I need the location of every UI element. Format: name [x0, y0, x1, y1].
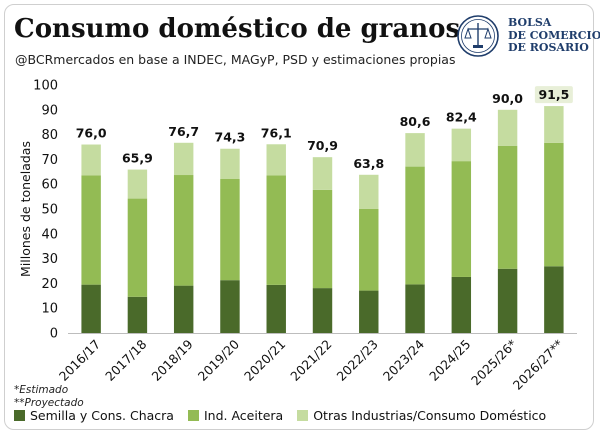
bar-total-label: 65,9	[122, 151, 153, 166]
bcr-logo-text: BOLSA DE COMERCIO DE ROSARIO	[508, 16, 600, 55]
x-tick-label: 2022/23	[334, 337, 381, 384]
bar-total-label: 91,5	[538, 87, 569, 102]
bar-segment	[544, 266, 564, 333]
legend-label-aceitera: Ind. Aceitera	[203, 408, 284, 423]
bar-segment	[359, 290, 379, 333]
legend-label-otras: Otras Industrias/Consumo Doméstico	[313, 408, 547, 423]
bar-segment	[312, 288, 333, 333]
bar-segment	[497, 145, 518, 269]
bar-segment	[266, 144, 286, 176]
bar-segment	[405, 166, 425, 285]
bar-segment	[266, 284, 286, 333]
bar-total-label: 74,3	[215, 130, 246, 145]
bar-segment	[497, 109, 518, 146]
x-tick-label: 2019/20	[195, 336, 242, 383]
bar-segment	[451, 276, 472, 333]
y-tick-label: 30	[41, 252, 58, 267]
bar-segment	[127, 296, 148, 333]
bar-segment	[173, 175, 194, 286]
footnote-projected: **Proyectado	[14, 397, 84, 409]
bar-segment	[81, 144, 101, 176]
bar-segment	[220, 178, 240, 281]
bar-segment	[359, 174, 379, 209]
bar-total-label: 76,0	[76, 126, 107, 141]
total-label-highlight	[534, 86, 573, 104]
logo-line-1: BOLSA	[508, 16, 552, 29]
x-tick-label: 2026/27**	[510, 337, 566, 393]
x-tick-label: 2021/22	[287, 337, 334, 384]
bar-segment	[405, 133, 425, 167]
bar-total-label: 70,9	[307, 138, 338, 153]
legend-swatch-semilla	[14, 410, 25, 421]
y-tick-label: 90	[41, 103, 58, 118]
bar-segment	[266, 175, 286, 285]
bar-segment	[544, 142, 564, 267]
y-tick-label: 60	[41, 178, 58, 193]
chart-title: Consumo doméstico de granos	[14, 14, 461, 44]
logo-line-2: DE COMERCIO	[508, 28, 600, 42]
bar-segment	[312, 157, 333, 190]
bar-segment	[81, 175, 101, 285]
bar-segment	[220, 148, 240, 179]
y-tick-label: 80	[41, 128, 58, 143]
chart-subtitle: @BCRmercados en base a INDEC, MAGyP, PSD…	[15, 52, 456, 67]
x-tick-label: 2017/18	[102, 336, 149, 383]
bar-segment	[173, 142, 194, 176]
y-tick-label: 100	[33, 79, 58, 94]
chart-legend: Semilla y Cons. Chacra Ind. Aceitera Otr…	[14, 408, 546, 423]
footnote-estimated: *Estimado	[14, 384, 69, 396]
bar-segment	[544, 106, 564, 143]
x-tick-label: 2016/17	[56, 337, 103, 384]
bar-total-label: 80,6	[400, 114, 431, 129]
x-tick-label: 2023/24	[380, 336, 427, 383]
x-tick-label: 2020/21	[241, 337, 288, 384]
bar-segment	[497, 268, 518, 333]
y-axis-title: Millones de toneladas	[18, 141, 33, 277]
bar-segment	[173, 285, 194, 333]
bar-total-label: 76,7	[168, 124, 199, 139]
legend-label-semilla: Semilla y Cons. Chacra	[30, 408, 174, 423]
y-tick-label: 20	[41, 277, 58, 292]
bar-segment	[451, 128, 472, 162]
x-tick-label: 2024/25	[426, 337, 473, 384]
bar-total-label: 63,8	[353, 156, 384, 171]
bar-total-label: 90,0	[492, 91, 523, 106]
y-tick-label: 40	[41, 227, 58, 242]
bar-segment	[81, 284, 101, 333]
legend-item-aceitera: Ind. Aceitera	[187, 408, 284, 423]
y-tick-label: 0	[50, 327, 58, 342]
chart-frame	[4, 4, 594, 430]
bar-segment	[451, 161, 472, 277]
logo-line-3: DE ROSARIO	[508, 41, 589, 54]
x-tick-label: 2018/19	[148, 336, 195, 383]
legend-swatch-otras	[297, 410, 309, 421]
bar-segment	[312, 189, 333, 289]
bar-segment	[127, 198, 148, 297]
y-tick-label: 50	[41, 203, 58, 218]
bar-segment	[405, 284, 425, 333]
y-tick-label: 10	[41, 302, 58, 317]
bar-total-label: 82,4	[446, 110, 477, 125]
bar-segment	[220, 280, 240, 333]
bar-segment	[127, 169, 148, 199]
legend-item-semilla: Semilla y Cons. Chacra	[14, 408, 174, 423]
y-tick-label: 70	[41, 153, 58, 168]
bcr-emblem-icon	[457, 15, 499, 57]
legend-item-otras: Otras Industrias/Consumo Doméstico	[297, 408, 546, 423]
bar-segment	[359, 208, 379, 291]
legend-swatch-aceitera	[187, 410, 199, 421]
bar-total-label: 76,1	[261, 125, 292, 140]
bcr-logo: BOLSA DE COMERCIO DE ROSARIO	[455, 14, 600, 58]
